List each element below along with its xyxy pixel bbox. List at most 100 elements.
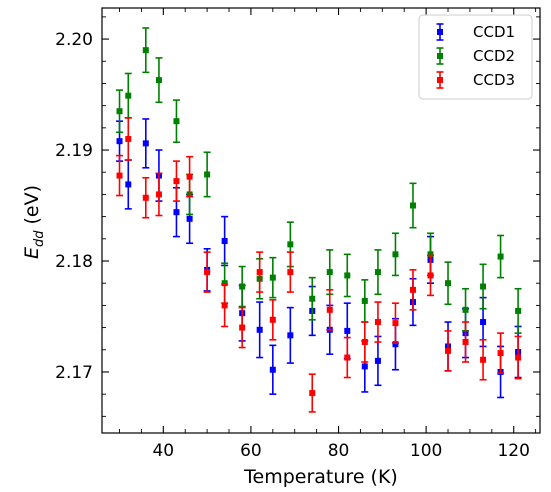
marker [374,269,381,276]
data-point [343,336,351,379]
data-point [514,335,522,380]
data-point [514,287,522,334]
data-point [142,176,150,219]
x-tick-label: 100 [410,441,442,461]
marker [116,138,123,145]
data-point [374,301,382,343]
marker [173,118,180,125]
data-point [269,299,277,341]
legend-marker-ccd1 [436,23,444,41]
legend: CCD1 CCD2 CCD3 [418,14,533,100]
data-point [326,249,334,296]
series-ccd2 [116,27,522,334]
data-point [124,159,132,210]
data-point [238,306,246,349]
marker [445,280,452,287]
marker [344,272,351,279]
data-point [155,57,163,104]
marker [427,251,434,258]
marker [125,181,132,188]
marker [497,253,504,260]
marker [361,297,368,304]
marker [239,283,246,290]
marker [480,356,487,363]
marker [309,295,316,302]
marker [186,173,193,180]
data-point [238,265,246,308]
data-point [497,234,505,279]
marker [142,47,149,54]
data-point [116,89,124,134]
marker [344,327,351,334]
marker [142,140,149,147]
y-axis-subscript: dd [32,230,47,247]
x-tick-label: 60 [240,441,262,461]
marker [462,339,469,346]
data-point [269,344,277,395]
data-point [462,321,470,363]
legend-label-ccd2: CCD2 [473,47,515,65]
marker [155,191,162,198]
legend-marker-ccd2 [436,47,444,65]
data-point [269,256,277,299]
marker [361,339,368,346]
data-point [124,72,132,119]
marker [462,306,469,313]
plot-frame [101,7,541,434]
marker [392,251,399,258]
marker [409,202,416,209]
y-axis-symbol: E [21,247,43,259]
data-point [409,182,417,229]
marker [445,347,452,354]
marker [409,286,416,293]
data-point [286,251,294,293]
marker [116,108,123,115]
data-point [172,160,180,202]
data-point [142,27,150,74]
marker [125,92,132,99]
data-point [142,118,150,169]
marker [344,354,351,361]
marker [269,274,276,281]
legend-label-ccd1: CCD1 [473,23,515,41]
data-point [203,251,211,293]
data-point [308,373,316,413]
data-point [124,117,132,161]
marker [480,319,487,326]
legend-frame [418,14,533,100]
marker [287,241,294,248]
y-tick-label: 2.20 [55,30,93,50]
data-point [361,321,369,363]
data-series [116,27,522,413]
data-point [155,172,163,217]
axis-ticks [102,8,540,433]
data-point [116,154,124,197]
y-axis-title: Edd (eV) [21,185,47,259]
data-point [256,251,264,293]
marker [221,238,228,245]
marker [515,354,522,361]
data-point [391,232,399,277]
marker [427,272,434,279]
data-point [286,306,294,364]
data-point [444,330,452,372]
data-point [186,155,194,198]
y-tick-label: 2.18 [55,252,93,272]
data-point [391,302,399,344]
data-point [427,254,434,297]
x-tick-label: 40 [152,441,174,461]
marker [204,269,211,276]
data-point [361,279,369,323]
data-point [221,215,229,267]
marker [116,172,123,179]
marker [221,302,228,309]
data-point [479,263,487,310]
marker [256,326,263,333]
data-point [172,99,180,144]
marker [309,390,316,397]
marker [374,319,381,326]
legend-marker-ccd3 [436,71,444,89]
marker [361,363,368,370]
data-point [374,249,382,296]
data-point [343,253,351,298]
